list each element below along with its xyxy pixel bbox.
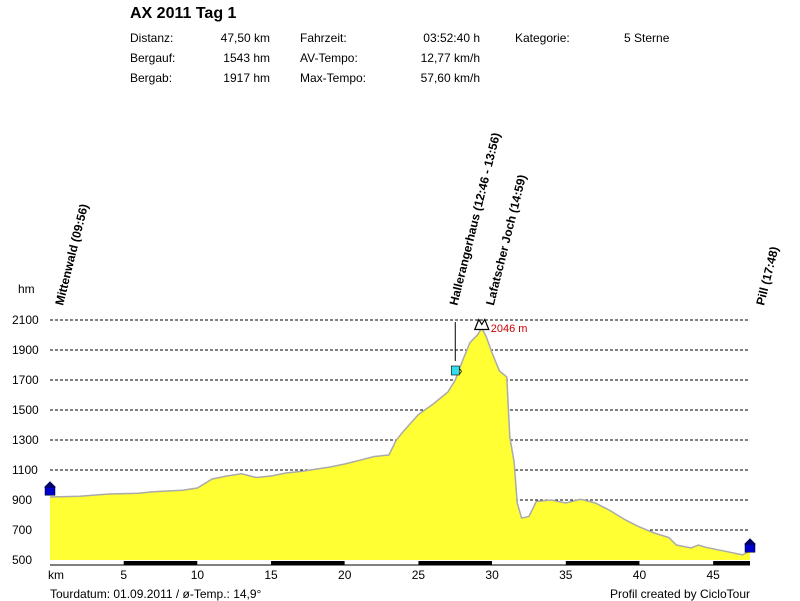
waypoint-labels: Mittenwald (09:56) Hallerangerhaus (12:46… xyxy=(52,131,781,335)
y-tick-label: 1900 xyxy=(12,343,39,357)
x-tick-label: 15 xyxy=(264,568,278,582)
max-elevation-label: 2046 m xyxy=(491,323,528,335)
chart-title: AX 2011 Tag 1 xyxy=(130,5,237,22)
x-tick-label: 35 xyxy=(559,568,573,582)
home-icon xyxy=(44,487,56,496)
bergab-label: Bergab: xyxy=(130,71,173,85)
elevation-line xyxy=(49,326,751,556)
distanz-label: Distanz: xyxy=(130,31,174,45)
footer-tour-info: Tourdatum: 01.09.2011 / ø-Temp.: 14,9° xyxy=(50,587,262,601)
x-axis-segment xyxy=(565,561,640,565)
x-axis-label: km xyxy=(48,568,64,582)
waypoint-label: Lafatscher Joch (14:59) xyxy=(483,173,529,306)
x-axis-segment xyxy=(197,561,272,565)
axes: 2100 1900 1700 1500 1300 1100 900 700 500 hm km 5 10… xyxy=(12,282,750,582)
x-tick-label: 5 xyxy=(120,568,127,582)
y-tick-label: 500 xyxy=(12,553,32,567)
y-tick-label: 1100 xyxy=(12,463,38,477)
y-axis-label: hm xyxy=(18,282,35,296)
y-tick-label: 900 xyxy=(12,493,32,507)
y-tick-label: 1700 xyxy=(12,373,39,387)
fahrzeit-label: Fahrzeit: xyxy=(300,31,347,45)
x-axis-segment xyxy=(418,561,493,565)
x-axis-segment xyxy=(271,561,345,565)
mountain-pass-icon xyxy=(473,318,490,331)
avtempo-label: AV-Tempo: xyxy=(300,51,358,65)
x-tick-label: 20 xyxy=(338,568,352,582)
x-axis-segment xyxy=(639,561,714,565)
waypoint-markers xyxy=(44,318,756,553)
x-axis-segment xyxy=(344,561,419,565)
x-tick-label: 10 xyxy=(191,568,205,582)
bergauf-label: Bergauf: xyxy=(130,51,176,65)
home-icon xyxy=(744,544,756,553)
cup-handle xyxy=(459,368,462,375)
x-tick-label: 40 xyxy=(633,568,647,582)
kategorie-label: Kategorie: xyxy=(515,31,570,45)
bergab-value: 1917 hm xyxy=(223,71,270,85)
x-axis-segment xyxy=(123,561,198,565)
waypoint-label: Pill (17:48) xyxy=(753,245,781,307)
x-axis-segment xyxy=(492,561,566,565)
x-tick-label: 25 xyxy=(412,568,426,582)
x-axis-segment xyxy=(50,561,124,565)
home-roof xyxy=(744,538,756,545)
home-roof xyxy=(44,481,56,488)
fahrzeit-value: 03:52:40 h xyxy=(423,31,480,45)
waypoint-label: Mittenwald (09:56) xyxy=(52,202,91,306)
elevation-area xyxy=(49,326,751,560)
x-tick-label: 45 xyxy=(706,568,720,582)
kategorie-value: 5 Sterne xyxy=(624,31,670,45)
bergauf-value: 1543 hm xyxy=(223,51,270,65)
distanz-value: 47,50 km xyxy=(220,31,270,45)
y-tick-label: 700 xyxy=(12,523,32,537)
maxtempo-label: Max-Tempo: xyxy=(300,71,367,85)
y-tick-label: 1500 xyxy=(12,403,39,417)
avtempo-value: 12,77 km/h xyxy=(420,51,480,65)
footer-credit: Profil created by CicloTour xyxy=(609,587,750,601)
cup-icon xyxy=(450,365,460,376)
x-tick-label: 30 xyxy=(485,568,499,582)
y-tick-label: 1300 xyxy=(12,433,39,447)
y-tick-label: 2100 xyxy=(12,313,39,327)
x-axis-segment xyxy=(713,561,750,565)
elevation-fill xyxy=(50,328,750,560)
maxtempo-value: 57,60 km/h xyxy=(420,71,480,85)
